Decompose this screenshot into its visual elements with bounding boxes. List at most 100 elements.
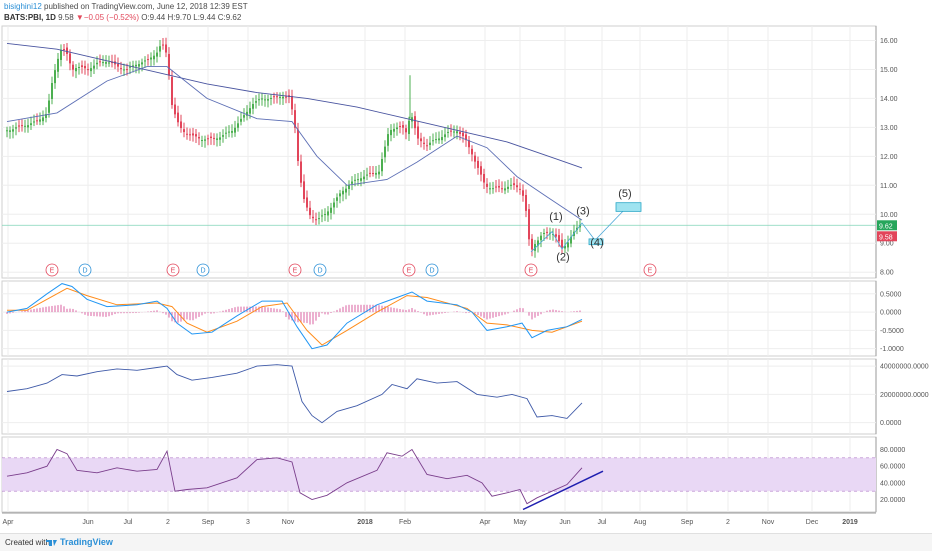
- event-marker-label: D: [82, 268, 87, 275]
- candle-body: [426, 145, 428, 147]
- candle-body: [261, 98, 263, 100]
- candle-body: [471, 148, 473, 155]
- candle-body: [312, 216, 314, 219]
- wave-target-box: [588, 238, 604, 246]
- rsi-band: [2, 457, 876, 492]
- candle-body: [198, 136, 200, 139]
- candle-body: [519, 188, 521, 190]
- y-tick-label: 14.00: [880, 96, 898, 103]
- candle-body: [285, 96, 287, 98]
- candle-body: [225, 132, 227, 134]
- candle-body: [66, 47, 68, 54]
- candle-body: [24, 125, 26, 127]
- candle-body: [204, 139, 206, 141]
- candle-body: [489, 188, 491, 190]
- candle-body: [183, 129, 185, 133]
- candle-body: [150, 57, 152, 60]
- earnings-marker: [166, 263, 180, 277]
- candle-body: [342, 190, 344, 195]
- candle-body: [51, 83, 53, 99]
- candle-body: [402, 125, 404, 128]
- candle-body: [534, 244, 536, 251]
- candle-body: [18, 125, 20, 127]
- x-tick-label: 3: [246, 519, 250, 526]
- candle-body: [459, 132, 461, 134]
- candle-body: [237, 123, 239, 128]
- candle-body: [246, 111, 248, 116]
- candle-body: [162, 44, 164, 46]
- candle-body: [357, 179, 359, 181]
- candle-body: [195, 134, 197, 137]
- candle-body: [498, 186, 500, 188]
- candle-body: [411, 117, 413, 122]
- candle-body: [165, 44, 167, 53]
- wave-label: (1): [549, 211, 562, 223]
- candle-body: [255, 101, 257, 103]
- candle-body: [9, 130, 11, 132]
- y-tick-label: 60.0000: [880, 464, 905, 471]
- candle-body: [405, 128, 407, 133]
- x-tick-label: 2: [166, 519, 170, 526]
- candle-body: [54, 70, 56, 84]
- wave-label: (5): [618, 188, 631, 200]
- candle-body: [441, 137, 443, 141]
- x-tick-label: May: [513, 519, 527, 526]
- candle-body: [42, 117, 44, 122]
- y-tick-label: 16.00: [880, 38, 898, 45]
- candle-body: [507, 186, 509, 189]
- candle-body: [222, 135, 224, 137]
- wave-label: (4): [590, 237, 603, 249]
- candle-body: [282, 96, 284, 99]
- tradingview-logo-icon: [46, 540, 57, 546]
- candle-body: [351, 181, 353, 184]
- chart-canvas[interactable]: Apr Jun Jul 2 Sep 3 Nov 2018 Feb Apr May Jun Jul Aug S…: [0, 0, 932, 533]
- candle-body: [210, 136, 212, 138]
- candle-body: [96, 62, 98, 65]
- candle-body: [504, 188, 506, 191]
- candle-body: [240, 118, 242, 122]
- x-tick-label: 2019: [842, 519, 858, 526]
- x-tick-label: Dec: [806, 519, 819, 526]
- candle-body: [429, 142, 431, 145]
- candle-body: [345, 188, 347, 193]
- prev-price-label: 9.58: [879, 234, 893, 241]
- candle-body: [369, 172, 371, 174]
- candle-body: [492, 188, 494, 190]
- earnings-marker: [402, 263, 416, 277]
- author-link[interactable]: bisighini12: [4, 2, 42, 11]
- candle-body: [480, 166, 482, 175]
- candle-body: [387, 134, 389, 146]
- candle-body: [447, 131, 449, 133]
- event-marker-label: E: [648, 268, 653, 275]
- candle-body: [474, 155, 476, 162]
- candle-body: [438, 138, 440, 141]
- candle-body: [516, 185, 518, 188]
- y-tick-label: 0.0000: [880, 420, 902, 427]
- x-tick-label: 2018: [357, 519, 373, 526]
- x-tick-label: Sep: [202, 519, 215, 526]
- candle-body: [153, 55, 155, 60]
- candle-body: [546, 231, 548, 233]
- candle-body: [435, 139, 437, 141]
- candle-body: [15, 127, 17, 129]
- candle-body: [258, 99, 260, 101]
- candle-body: [174, 104, 176, 115]
- candle-body: [465, 134, 467, 141]
- candle-body: [552, 233, 554, 235]
- candle-body: [30, 123, 32, 126]
- y-tick-label: 10.00: [880, 212, 898, 219]
- candle-body: [375, 172, 377, 175]
- dividend-marker: [425, 263, 439, 277]
- candle-body: [303, 181, 305, 199]
- ma-long-line: [6, 42, 583, 169]
- candle-body: [87, 69, 89, 71]
- candle-body: [156, 52, 158, 57]
- candle-body: [123, 69, 125, 71]
- x-tick-label: Jun: [559, 519, 570, 526]
- candle-body: [69, 53, 71, 64]
- candle-body: [543, 232, 545, 234]
- candle-body: [417, 126, 419, 139]
- candle-body: [144, 60, 146, 62]
- tradingview-brand[interactable]: TradingView: [60, 537, 113, 547]
- candle-body: [393, 128, 395, 132]
